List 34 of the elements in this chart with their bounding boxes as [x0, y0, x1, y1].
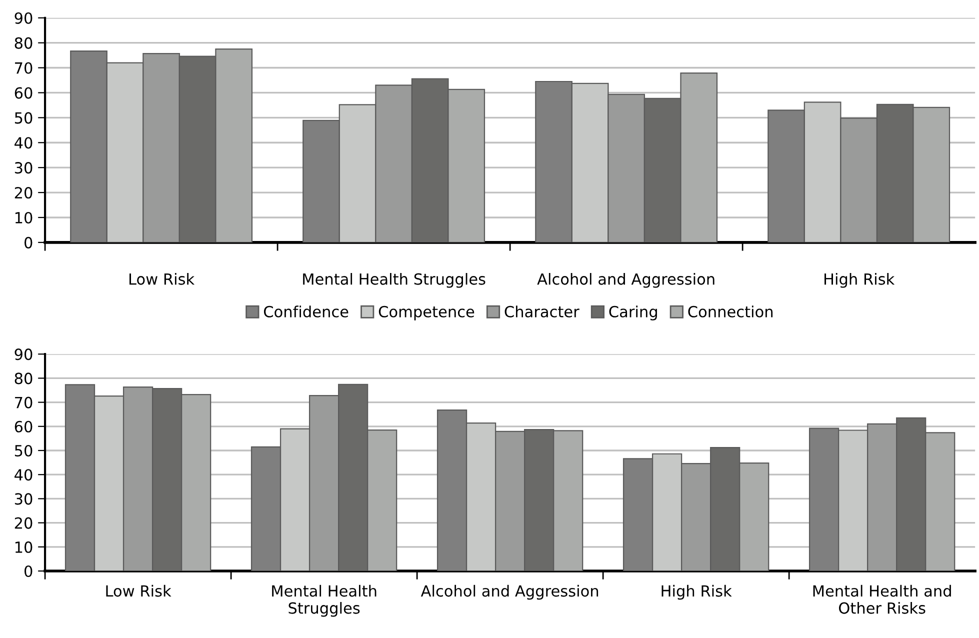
- x-tick-label: Low Risk: [106, 584, 172, 597]
- y-tick-label: 10: [15, 541, 32, 553]
- legend-label: Character: [504, 306, 580, 318]
- y-tick-label: 20: [14, 187, 32, 199]
- x-tick-label: Alcohol and Aggression: [537, 272, 714, 288]
- y-tick-label: 40: [14, 137, 32, 149]
- legend-label: Caring: [609, 306, 657, 320]
- y-tick-label: 70: [15, 396, 32, 408]
- y-tick-label: 20: [14, 517, 32, 529]
- x-tick-label: High Risk: [824, 272, 895, 288]
- y-tick-label: 50: [14, 444, 32, 457]
- y-tick-label: 10: [15, 212, 32, 224]
- y-tick-label: 90: [14, 348, 32, 360]
- y-tick-label: 30: [14, 493, 32, 505]
- y-tick-label: 80: [14, 372, 32, 384]
- x-tick-label: Alcohol and Aggression: [420, 584, 598, 600]
- x-tick-label: Mental Health Struggles: [303, 272, 486, 288]
- y-tick-label: 0: [24, 565, 32, 578]
- y-tick-label: 90: [14, 12, 32, 24]
- legend-label: Connection: [688, 306, 773, 318]
- y-tick-label: 30: [14, 162, 32, 174]
- y-tick-label: 80: [14, 37, 32, 49]
- y-tick-label: 0: [24, 236, 32, 248]
- y-tick-label: 60: [14, 420, 32, 432]
- legend-label: Competence: [378, 306, 474, 320]
- x-tick-label: High Risk: [662, 584, 732, 600]
- y-tick-label: 50: [14, 112, 32, 124]
- x-tick-label: Low Risk: [129, 272, 195, 285]
- legend-label: Confidence: [264, 306, 348, 318]
- y-tick-label: 70: [15, 62, 32, 74]
- x-tick-label: Mental Health Struggles: [272, 584, 376, 617]
- y-tick-label: 40: [14, 469, 32, 481]
- y-tick-label: 60: [14, 87, 32, 99]
- x-tick-label: Mental Health and Other Risks: [813, 584, 951, 614]
